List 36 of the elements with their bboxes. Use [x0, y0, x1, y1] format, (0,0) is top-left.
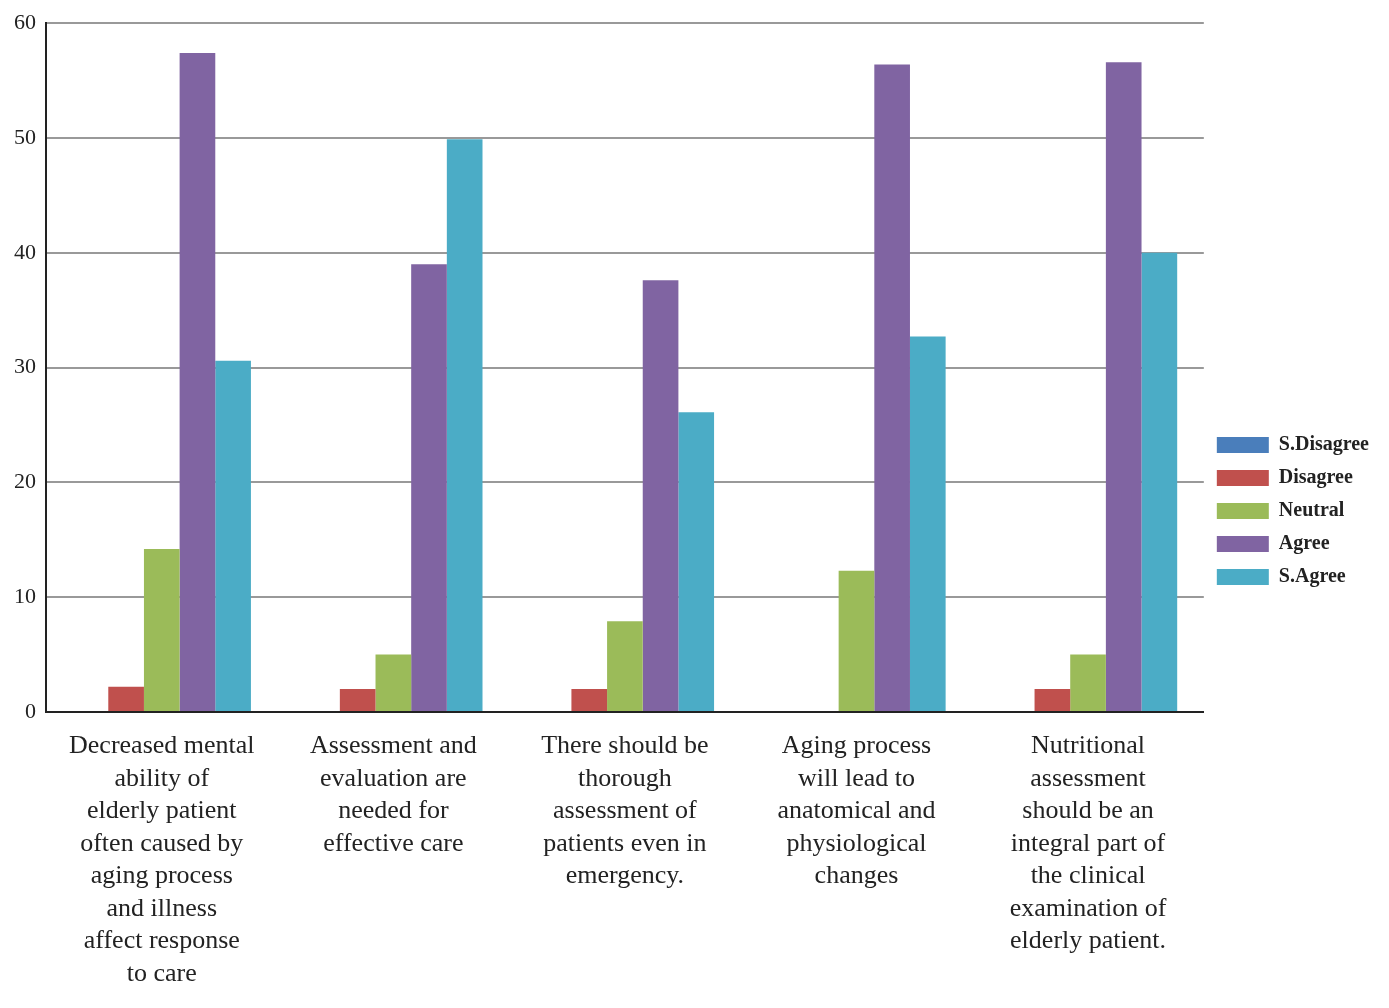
- bar: [909, 336, 946, 711]
- bar: [642, 280, 679, 711]
- bar: [874, 64, 910, 711]
- y-tick-label: 40: [14, 238, 36, 264]
- y-tick-label: 20: [14, 468, 36, 494]
- legend-label: S.Agree: [1278, 564, 1346, 588]
- bar: [143, 548, 180, 711]
- bar: [179, 53, 216, 711]
- y-tick-label: 0: [25, 697, 36, 723]
- legend-label: S.Disagree: [1278, 432, 1370, 456]
- bar: [607, 621, 643, 711]
- x-tick-label: Assessment and evaluation are needed for effective care: [309, 730, 477, 857]
- y-tick-label: 60: [14, 8, 36, 34]
- x-tick-label: Nutritional assessment should be an integral part of the clinical examination of elderly patient.: [1009, 730, 1167, 955]
- x-tick-label: Decreased mental ability of elderly patient often caused by aging process and illness affect response to care: [69, 730, 255, 987]
- bar: [446, 139, 483, 711]
- y-tick-label: 30: [14, 353, 36, 379]
- bar: [375, 654, 412, 711]
- legend-label: Neutral: [1278, 498, 1345, 521]
- x-tick-label: Aging process will lead to anatomical and physiological changes: [777, 730, 936, 890]
- y-tick-label: 50: [14, 123, 36, 149]
- bar: [571, 689, 608, 711]
- bar: [108, 686, 144, 711]
- y-tick-label: 10: [14, 582, 36, 608]
- bar: [1034, 689, 1071, 711]
- bar: [1105, 62, 1142, 711]
- bar: [339, 689, 376, 711]
- bar: [1070, 654, 1106, 711]
- bar: [678, 412, 715, 711]
- bar: [838, 570, 875, 711]
- x-tick-label: There should be thorough assessment of patients even in emergency.: [541, 730, 709, 890]
- legend-label: Agree: [1278, 531, 1330, 555]
- legend-label: Disagree: [1278, 465, 1353, 489]
- bar: [215, 360, 251, 711]
- bar: [411, 264, 447, 711]
- bar: [1141, 252, 1178, 711]
